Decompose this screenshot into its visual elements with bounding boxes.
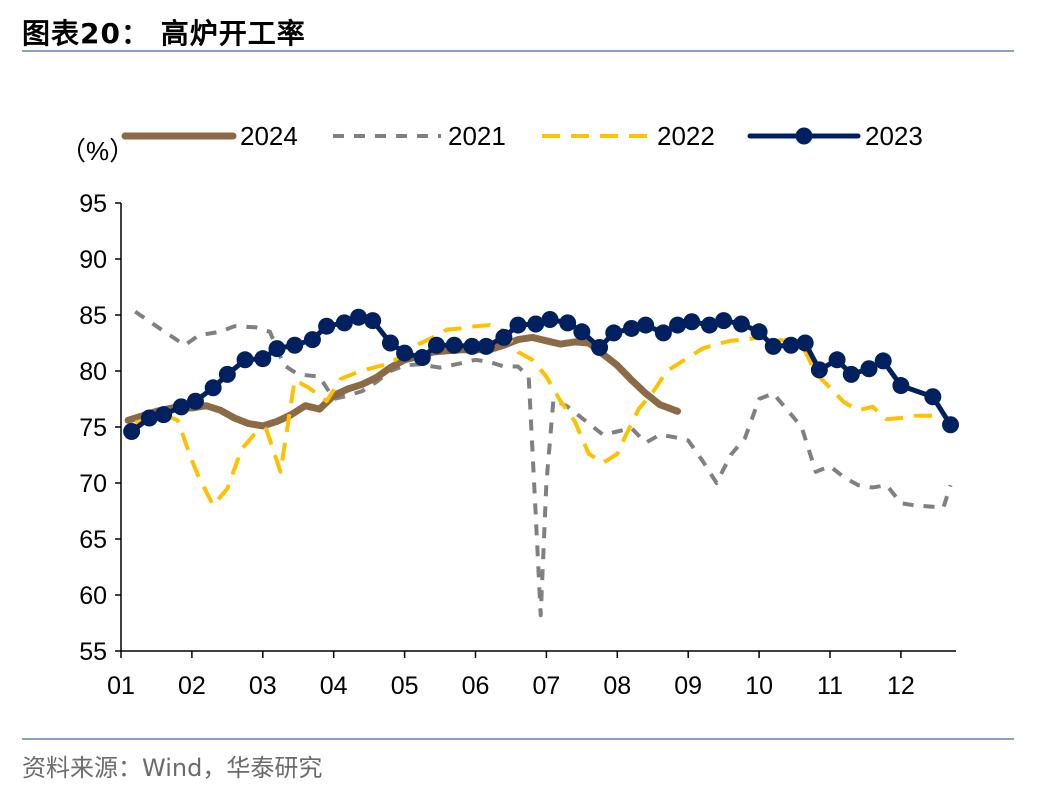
- series-point-2023: [218, 365, 236, 383]
- series-point-2023: [764, 337, 782, 355]
- y-unit-label: （%）: [60, 136, 135, 166]
- legend-marker-2023: [795, 127, 813, 145]
- series-point-2023: [123, 422, 141, 440]
- series-point-2023: [463, 337, 481, 355]
- source-note: 资料来源：Wind，华泰研究: [22, 754, 323, 782]
- series-point-2023: [637, 316, 655, 334]
- series-point-2023: [782, 336, 800, 354]
- series-point-2023: [204, 379, 222, 397]
- x-tick-label: 09: [674, 672, 702, 700]
- series-point-2023: [413, 349, 431, 367]
- x-tick-label: 06: [462, 672, 490, 700]
- series-point-2023: [509, 316, 527, 334]
- series-point-2023: [924, 388, 942, 406]
- series-point-2023: [942, 416, 960, 434]
- series-point-2023: [236, 351, 254, 369]
- series-point-2023: [874, 352, 892, 370]
- series-point-2023: [541, 310, 559, 328]
- x-tick-label: 03: [249, 672, 277, 700]
- legend-label-2023: 2023: [865, 121, 923, 151]
- x-tick-label: 11: [817, 672, 843, 700]
- y-tick-label: 70: [79, 470, 107, 498]
- series-point-2023: [495, 328, 513, 346]
- series-point-2023: [892, 377, 910, 395]
- series-line-2021: [134, 309, 953, 618]
- series-point-2023: [715, 312, 733, 330]
- series-point-2023: [591, 338, 609, 356]
- series-point-2023: [445, 336, 463, 354]
- x-tick-label: 12: [887, 672, 915, 700]
- series-point-2023: [573, 323, 591, 341]
- series-point-2023: [268, 340, 286, 358]
- series-point-2023: [172, 398, 190, 416]
- y-tick-label: 60: [79, 582, 107, 610]
- series-point-2023: [186, 392, 204, 410]
- figure-title: 图表20： 高炉开工率: [22, 17, 306, 50]
- series-point-2023: [527, 315, 545, 333]
- series-point-2023: [303, 331, 321, 349]
- chart-axes: 55 60 65 70 75 80 85 90 95 01 02 03 04 05 06 07 08 09 10 11…: [79, 190, 956, 700]
- series-point-2023: [155, 406, 173, 424]
- series-point-2023: [318, 317, 336, 335]
- series-point-2023: [732, 315, 750, 333]
- series-point-2023: [842, 365, 860, 383]
- series-point-2023: [700, 316, 718, 334]
- legend-label-2024: 2024: [240, 121, 298, 151]
- series-line-2023: [129, 314, 953, 434]
- x-tick-label: 04: [320, 672, 348, 700]
- series-point-2023: [810, 361, 828, 379]
- series-point-2023: [860, 360, 878, 378]
- x-tick-label: 10: [745, 672, 773, 700]
- chart-legend: 2024 2021 2022 2023: [121, 121, 923, 151]
- y-tick-label: 65: [79, 526, 107, 554]
- series-point-2023: [381, 334, 399, 352]
- series-point-2023: [622, 319, 640, 337]
- series-point-2023: [828, 351, 846, 369]
- series-point-2023: [335, 314, 353, 332]
- series-point-2023: [350, 308, 368, 326]
- y-tick-label: 90: [79, 246, 107, 274]
- series-point-2023: [796, 334, 814, 352]
- y-tick-label: 55: [79, 638, 107, 666]
- series-point-2023: [140, 409, 158, 427]
- series-point-2023: [254, 350, 272, 368]
- x-tick-label: 08: [603, 672, 631, 700]
- series-point-2023: [683, 313, 701, 331]
- series-point-2023: [559, 314, 577, 332]
- legend-label-2022: 2022: [657, 121, 715, 151]
- series-point-2023: [750, 323, 768, 341]
- series-point-2023: [477, 337, 495, 355]
- y-tick-label: 75: [79, 414, 107, 442]
- x-tick-label: 07: [532, 672, 560, 700]
- x-tick-label: 02: [178, 672, 206, 700]
- footer-divider: [22, 738, 1014, 740]
- y-tick-label: 80: [79, 358, 107, 386]
- x-tick-label: 01: [107, 672, 135, 700]
- legend-label-2021: 2021: [448, 121, 506, 151]
- x-tick-label: 05: [391, 672, 419, 700]
- series-point-2023: [605, 324, 623, 342]
- series-point-2023: [669, 316, 687, 334]
- series-point-2023: [286, 336, 304, 354]
- y-tick-label: 85: [79, 302, 107, 330]
- y-tick-label: 95: [79, 190, 107, 218]
- series-point-2023: [364, 312, 382, 330]
- series-point-2023: [396, 344, 414, 362]
- series-point-2023: [654, 324, 672, 342]
- chart-series: [123, 308, 960, 618]
- series-point-2023: [428, 336, 446, 354]
- title-divider: [22, 50, 1014, 52]
